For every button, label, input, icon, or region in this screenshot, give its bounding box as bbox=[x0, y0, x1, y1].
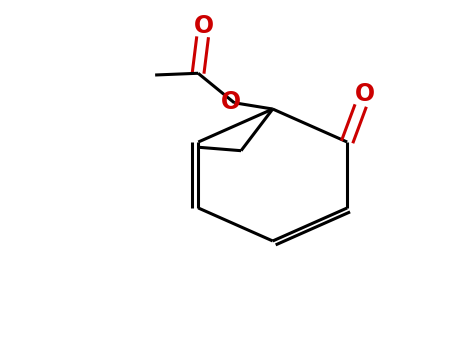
Text: O: O bbox=[193, 14, 213, 38]
Text: O: O bbox=[221, 90, 241, 114]
Text: O: O bbox=[355, 83, 375, 106]
